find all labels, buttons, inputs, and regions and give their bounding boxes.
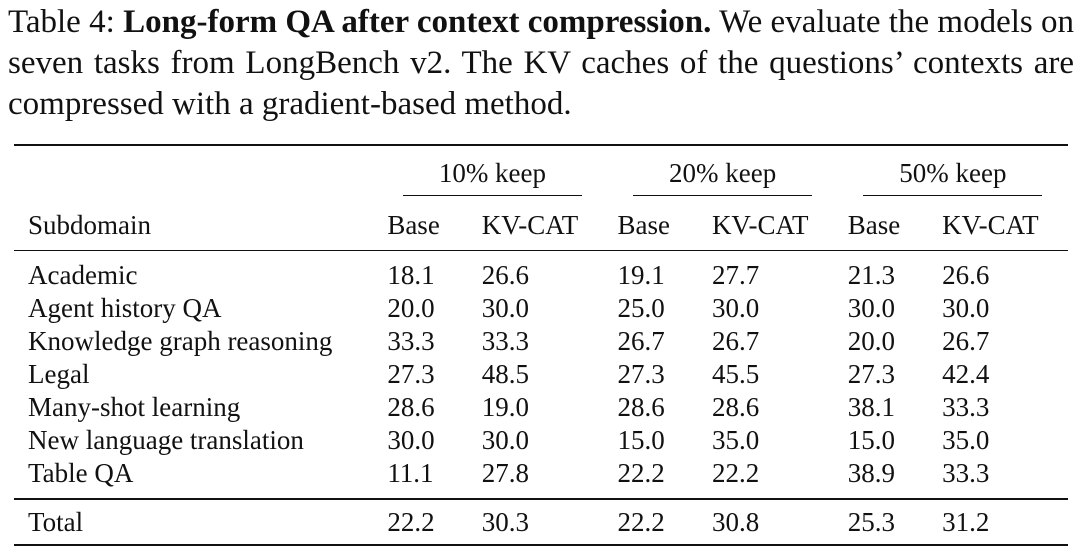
- table-cell: 27.8: [481, 458, 529, 488]
- table-cell: 28.6: [617, 392, 665, 422]
- table-cell: 11.1: [387, 458, 434, 488]
- table-cell: 33.3: [942, 392, 990, 422]
- table-cell: 35.0: [711, 425, 760, 455]
- table-cell: 26.7: [942, 326, 990, 356]
- col-header-base: Base: [607, 200, 694, 251]
- table-cell: 26.6: [481, 260, 529, 290]
- row-label: New language translation: [28, 425, 304, 455]
- col-header-kvcat: KV-CAT: [693, 200, 838, 251]
- caption-label: Table 4:: [8, 4, 115, 40]
- row-label: Legal: [28, 359, 90, 389]
- table-cell: 30.0: [847, 293, 895, 323]
- table-cell: 27.3: [847, 359, 895, 389]
- table-cell: 45.5: [711, 359, 760, 389]
- table-cell: 35.0: [942, 425, 990, 455]
- table-cell: 30.0: [942, 293, 990, 323]
- table-cell: 22.2: [711, 458, 760, 488]
- table-cell: 26.7: [711, 326, 760, 356]
- table-cell: 48.5: [481, 359, 529, 389]
- table-cell: 28.6: [387, 392, 435, 422]
- table-row: Many-shot learning 28.6 19.0 28.6 28.6 38.1 33…: [14, 391, 1068, 424]
- col-header-base: Base: [377, 200, 464, 251]
- table-cell: 25.0: [617, 293, 665, 323]
- group-header-20: 20% keep: [607, 144, 838, 200]
- table-cell: 33.3: [481, 326, 529, 356]
- table-cell: 22.2: [607, 498, 694, 546]
- table-cell: 15.0: [847, 425, 895, 455]
- caption-title: Long-form QA after context compression.: [123, 4, 712, 40]
- row-label: Table QA: [28, 458, 134, 488]
- table-cell: 19.0: [481, 392, 529, 422]
- group-header-50: 50% keep: [837, 144, 1068, 200]
- column-header-row: Subdomain Base KV-CAT Base KV-CAT Base K…: [14, 200, 1068, 251]
- table-cell: 15.0: [617, 425, 665, 455]
- table-cell: 33.3: [942, 458, 990, 488]
- table-row: Knowledge graph reasoning 33.3 33.3 26.7 26.…: [14, 325, 1068, 358]
- table-row: Table QA 11.1 27.8 22.2 22.2 38.9 33.3: [14, 457, 1068, 499]
- table-cell: 20.0: [387, 293, 435, 323]
- table-cell: 26.7: [617, 326, 665, 356]
- total-row: Total 22.2 30.3 22.2 30.8 25.3 31.2: [14, 498, 1068, 546]
- col-header-kvcat: KV-CAT: [924, 200, 1068, 251]
- table-cell: 30.0: [711, 293, 760, 323]
- table-cell: 27.7: [711, 260, 760, 290]
- table-cell: 30.0: [481, 425, 529, 455]
- row-label: Knowledge graph reasoning: [28, 326, 333, 356]
- table-cell: 38.9: [847, 458, 895, 488]
- table-row: New language translation 30.0 30.0 15.0 35.0…: [14, 424, 1068, 457]
- row-header-label: Subdomain: [14, 200, 378, 251]
- table-cell: 30.8: [693, 498, 838, 546]
- table-cell: 28.6: [711, 392, 760, 422]
- col-header-base: Base: [837, 200, 925, 251]
- table-caption: Table 4: Long-form QA after context comp…: [8, 2, 1074, 125]
- table-cell: 21.3: [847, 260, 895, 290]
- row-label: Many-shot learning: [28, 392, 241, 422]
- table-row: Agent history QA 20.0 30.0 25.0 30.0 30.0 30.0: [14, 292, 1068, 325]
- table-cell: 22.2: [377, 498, 464, 546]
- col-header-kvcat: KV-CAT: [463, 200, 608, 251]
- table-cell: 20.0: [847, 326, 895, 356]
- table-cell: 26.6: [942, 260, 990, 290]
- table-body: Academic 18.1 26.6 19.1 27.7 21.3 26.6 Agent hi…: [14, 251, 1068, 500]
- table-cell: 42.4: [942, 359, 990, 389]
- table-cell: 38.1: [847, 392, 895, 422]
- table-cell: 19.1: [617, 260, 665, 290]
- group-header-10: 10% keep: [377, 144, 608, 200]
- table-cell: 22.2: [617, 458, 665, 488]
- table-footer: Total 22.2 30.3 22.2 30.8 25.3 31.2: [14, 498, 1068, 546]
- table-cell: 27.3: [617, 359, 665, 389]
- group-header-row: 10% keep 20% keep 50% keep: [14, 144, 1068, 200]
- table-cell: 25.3: [837, 498, 925, 546]
- table-cell: 31.2: [924, 498, 1068, 546]
- table-row: Legal 27.3 48.5 27.3 45.5 27.3 42.4: [14, 358, 1068, 391]
- table-cell: 18.1: [387, 260, 435, 290]
- table-cell: 30.0: [387, 425, 435, 455]
- table-row: Academic 18.1 26.6 19.1 27.7 21.3 26.6: [14, 251, 1068, 293]
- table-cell: 33.3: [387, 326, 435, 356]
- total-label: Total: [14, 498, 378, 546]
- results-table: 10% keep 20% keep 50% keep Subdomain Bas…: [14, 144, 1068, 546]
- table-cell: 30.0: [481, 293, 529, 323]
- table-cell: 27.3: [387, 359, 435, 389]
- table-cell: 30.3: [463, 498, 608, 546]
- row-label: Agent history QA: [28, 293, 222, 323]
- row-label: Academic: [28, 260, 138, 290]
- caption-text: We evaluate the models on seven tasks fr…: [8, 4, 1075, 122]
